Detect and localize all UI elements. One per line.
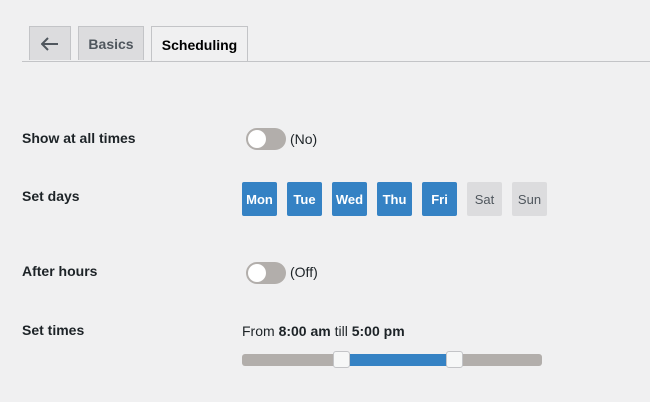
show-at-all-times-toggle[interactable]	[246, 128, 286, 150]
day-button-sun[interactable]: Sun	[512, 182, 547, 216]
time-range-slider[interactable]	[242, 351, 542, 368]
back-tab[interactable]	[29, 26, 71, 60]
show-at-all-times-state: (No)	[290, 131, 318, 147]
day-button-tue[interactable]: Tue	[287, 182, 322, 216]
day-button-mon[interactable]: Mon	[242, 182, 277, 216]
tab-basics[interactable]: Basics	[78, 26, 144, 60]
set-days-label: Set days	[22, 188, 80, 204]
time-range-text: From 8:00 am till 5:00 pm	[242, 323, 405, 339]
day-button-fri[interactable]: Fri	[422, 182, 457, 216]
to-time: 5:00 pm	[351, 323, 405, 339]
set-times-label: Set times	[22, 322, 85, 338]
show-at-all-times-label: Show at all times	[22, 130, 136, 146]
till-word: till	[334, 323, 348, 339]
slider-fill	[342, 354, 455, 366]
from-time: 8:00 am	[278, 323, 331, 339]
day-button-sat[interactable]: Sat	[467, 182, 502, 216]
from-prefix: From	[242, 323, 275, 339]
tab-divider	[22, 61, 650, 62]
after-hours-toggle[interactable]	[246, 262, 286, 284]
after-hours-label: After hours	[22, 263, 98, 279]
arrow-left-icon	[41, 36, 58, 51]
after-hours-state: (Off)	[290, 264, 318, 280]
day-button-thu[interactable]: Thu	[377, 182, 412, 216]
day-button-wed[interactable]: Wed	[332, 182, 367, 216]
end-time-handle[interactable]	[445, 351, 463, 368]
start-time-handle[interactable]	[333, 351, 350, 368]
tab-scheduling[interactable]: Scheduling	[151, 26, 248, 62]
